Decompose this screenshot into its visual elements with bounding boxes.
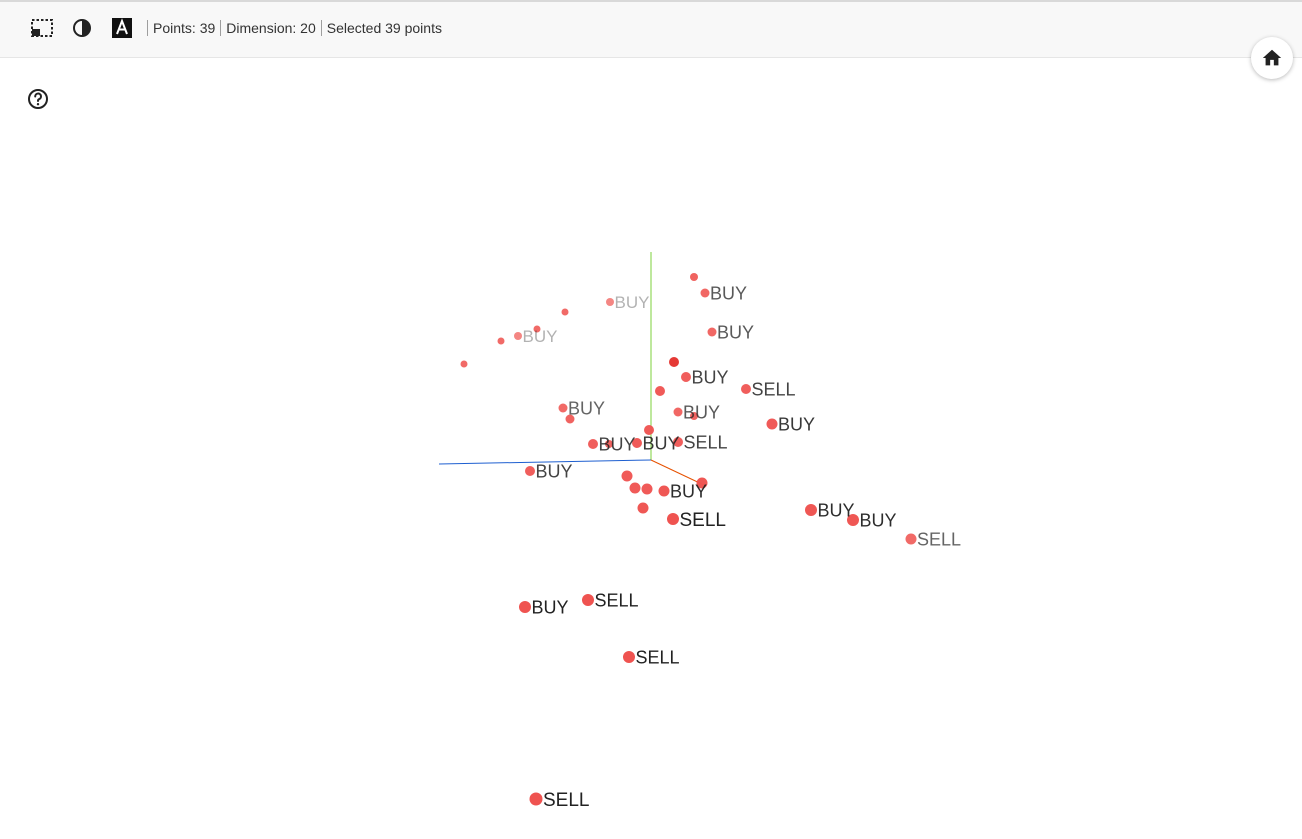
data-point[interactable] bbox=[644, 425, 654, 435]
point-label: BUY bbox=[523, 327, 558, 346]
point-label: BUY bbox=[860, 510, 897, 530]
data-point[interactable] bbox=[525, 466, 535, 476]
data-point[interactable] bbox=[497, 337, 505, 345]
point-label: SELL bbox=[636, 647, 680, 667]
point-label: BUY bbox=[568, 398, 605, 418]
data-point[interactable] bbox=[641, 483, 653, 495]
data-point[interactable] bbox=[588, 439, 598, 449]
data-point[interactable] bbox=[629, 482, 641, 494]
data-point[interactable] bbox=[533, 325, 541, 333]
data-point[interactable] bbox=[623, 651, 635, 663]
home-icon bbox=[1262, 49, 1282, 66]
data-point[interactable] bbox=[605, 440, 613, 448]
data-point[interactable] bbox=[805, 504, 817, 516]
selected-count: Selected 39 points bbox=[326, 20, 442, 36]
point-label: BUY bbox=[717, 322, 754, 342]
data-point[interactable] bbox=[519, 601, 531, 613]
data-point[interactable] bbox=[847, 514, 859, 526]
select-rectangle-icon[interactable] bbox=[30, 16, 54, 40]
point-label: BUY bbox=[599, 434, 636, 454]
point-label: SELL bbox=[543, 790, 589, 811]
data-point[interactable] bbox=[460, 360, 468, 368]
dimension-count: Dimension: 20 bbox=[226, 20, 316, 36]
status-separator bbox=[320, 20, 322, 36]
point-label: BUY bbox=[670, 481, 707, 501]
data-point[interactable] bbox=[741, 384, 751, 394]
top-border bbox=[0, 0, 1302, 2]
data-point[interactable] bbox=[696, 477, 708, 489]
data-point[interactable] bbox=[673, 407, 683, 417]
point-label: BUY bbox=[818, 500, 855, 520]
point-label: BUY bbox=[615, 293, 650, 312]
points-count: Points: 39 bbox=[153, 20, 216, 36]
data-point[interactable] bbox=[561, 308, 569, 316]
data-point[interactable] bbox=[681, 372, 691, 382]
data-point[interactable] bbox=[766, 418, 778, 430]
data-point[interactable] bbox=[632, 438, 642, 448]
point-label: BUY bbox=[683, 402, 720, 422]
labels-toggle-icon[interactable] bbox=[110, 16, 134, 40]
data-point[interactable] bbox=[667, 513, 679, 525]
point-label: SELL bbox=[595, 590, 639, 610]
status-separator bbox=[147, 20, 148, 36]
point-label: SELL bbox=[752, 379, 796, 399]
help-icon bbox=[28, 89, 48, 109]
data-point[interactable] bbox=[565, 414, 575, 424]
data-point[interactable] bbox=[707, 327, 717, 337]
status-separator bbox=[220, 20, 222, 36]
home-button[interactable] bbox=[1251, 37, 1293, 79]
data-point[interactable] bbox=[658, 485, 670, 497]
data-point[interactable] bbox=[558, 403, 568, 413]
points-layer bbox=[460, 273, 917, 806]
help-button[interactable] bbox=[26, 87, 50, 111]
data-point[interactable] bbox=[905, 533, 917, 545]
data-point[interactable] bbox=[637, 502, 649, 514]
point-label: SELL bbox=[917, 529, 961, 549]
data-point[interactable] bbox=[606, 298, 614, 306]
data-point[interactable] bbox=[690, 412, 698, 420]
point-label: SELL bbox=[680, 510, 726, 531]
toolbar: Points: 39 Dimension: 20 Selected 39 poi… bbox=[0, 2, 1302, 58]
z-axis-line bbox=[438, 459, 652, 465]
data-point[interactable] bbox=[669, 357, 679, 367]
data-point[interactable] bbox=[514, 332, 522, 340]
point-label: BUY bbox=[643, 433, 680, 453]
data-point[interactable] bbox=[582, 594, 594, 606]
point-label: BUY bbox=[532, 597, 569, 617]
status-bar: Points: 39 Dimension: 20 Selected 39 poi… bbox=[147, 19, 442, 37]
data-point[interactable] bbox=[655, 386, 665, 396]
data-point[interactable] bbox=[621, 470, 633, 482]
night-mode-icon[interactable] bbox=[70, 16, 94, 40]
data-point[interactable] bbox=[673, 437, 683, 447]
data-point[interactable] bbox=[700, 288, 710, 298]
point-label: SELL bbox=[684, 432, 728, 452]
data-point[interactable] bbox=[529, 792, 543, 806]
point-label: BUY bbox=[536, 461, 573, 481]
point-label: BUY bbox=[778, 414, 815, 434]
data-point[interactable] bbox=[690, 273, 698, 281]
point-label: BUY bbox=[692, 367, 729, 387]
point-label: BUY bbox=[710, 283, 747, 303]
